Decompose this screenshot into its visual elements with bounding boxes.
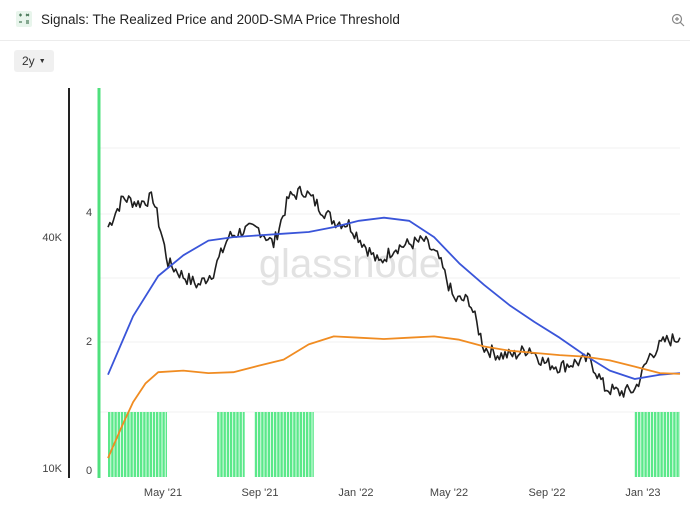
signal-bar-2-14 xyxy=(299,412,302,477)
signal-bar-0-2 xyxy=(114,412,117,477)
signal-bar-2-16 xyxy=(306,412,309,477)
signal-bar-0-16 xyxy=(159,412,162,477)
signals-grid-icon xyxy=(16,11,32,27)
signal-bar-3-6 xyxy=(654,412,657,477)
y-right-tick-label: 4 xyxy=(86,207,92,219)
signal-bar-3-12 xyxy=(673,412,676,477)
signal-bar-0-8 xyxy=(133,412,136,477)
signal-bar-1-6 xyxy=(236,412,239,477)
signal-bar-0-12 xyxy=(146,412,149,477)
signal-bar-3-5 xyxy=(650,412,654,477)
signal-bar-2-13 xyxy=(296,412,299,477)
signal-bar-2-10 xyxy=(286,412,290,477)
signal-bar-1-1 xyxy=(220,412,223,477)
chevron-down-icon: ▼ xyxy=(38,58,46,65)
axes xyxy=(68,88,101,478)
signal-bar-0-1 xyxy=(111,412,114,477)
signal-bar-3-7 xyxy=(657,412,660,477)
series-line-realized-price xyxy=(107,335,681,459)
signal-bar-0-3 xyxy=(117,412,120,477)
series-lines xyxy=(107,185,681,459)
signal-bar-0-18 xyxy=(165,412,167,477)
header-divider xyxy=(0,40,690,41)
signal-bars xyxy=(108,412,680,477)
signal-bar-3-13 xyxy=(676,412,679,477)
signal-bar-1-2 xyxy=(223,412,226,477)
chart-header: Signals: The Realized Price and 200D-SMA… xyxy=(0,0,690,40)
signal-bar-2-18 xyxy=(312,412,314,477)
signal-bar-0-4 xyxy=(120,412,124,477)
time-range-dropdown[interactable]: 2y ▼ xyxy=(14,50,54,72)
signal-bar-0-11 xyxy=(143,412,146,477)
signal-bar-3-1 xyxy=(638,412,641,477)
signal-bar-2-6 xyxy=(274,412,277,477)
signal-bar-3-8 xyxy=(660,412,663,477)
x-tick-label: Jan '23 xyxy=(625,487,660,499)
page-title: Signals: The Realized Price and 200D-SMA… xyxy=(41,12,400,27)
x-tick-label: Sep '21 xyxy=(242,487,279,499)
signal-bar-3-9 xyxy=(663,412,666,477)
signal-bar-3-3 xyxy=(644,412,647,477)
y-left-tick-label: 10K xyxy=(42,463,62,475)
signal-bar-3-2 xyxy=(641,412,644,477)
signal-bar-0-9 xyxy=(136,412,140,477)
signal-bar-2-15 xyxy=(302,412,306,477)
signal-bar-0-15 xyxy=(156,412,159,477)
signal-bar-0-7 xyxy=(130,412,133,477)
x-tick-label: May '21 xyxy=(144,487,182,499)
signal-bar-2-17 xyxy=(309,412,312,477)
x-tick-label: May '22 xyxy=(430,487,468,499)
signal-bar-2-11 xyxy=(290,412,293,477)
signal-bar-2-4 xyxy=(267,412,270,477)
signal-bar-2-7 xyxy=(277,412,280,477)
y-right-tick-label: 0 xyxy=(86,465,92,477)
signal-bar-3-0 xyxy=(634,412,638,477)
signal-bar-0-10 xyxy=(140,412,143,477)
tick-labels: 10K 40K 0 2 4 May '21 Sep '21 Jan '22 May '22 Sep… xyxy=(42,207,660,499)
signal-bar-1-4 xyxy=(229,412,233,477)
y-right-tick-label: 2 xyxy=(86,336,92,348)
signal-bar-2-0 xyxy=(254,412,258,477)
signal-bar-1-7 xyxy=(239,412,242,477)
signal-bar-2-9 xyxy=(283,412,286,477)
signal-bar-0-13 xyxy=(149,412,152,477)
signal-bar-0-6 xyxy=(127,412,130,477)
signal-bar-2-2 xyxy=(261,412,264,477)
signal-bar-2-3 xyxy=(264,412,267,477)
signal-bar-1-5 xyxy=(233,412,236,477)
signal-bar-1-8 xyxy=(242,412,245,477)
signal-bar-2-5 xyxy=(270,412,274,477)
signal-bar-3-10 xyxy=(666,412,670,477)
x-tick-label: Sep '22 xyxy=(529,487,566,499)
y-left-tick-label: 40K xyxy=(42,232,62,244)
signal-bar-2-1 xyxy=(258,412,261,477)
signal-bar-1-0 xyxy=(217,412,220,477)
signal-bar-3-11 xyxy=(670,412,673,477)
time-range-label: 2y xyxy=(22,54,35,68)
signal-bar-1-3 xyxy=(226,412,230,477)
signal-bar-0-14 xyxy=(152,412,156,477)
signal-bar-0-5 xyxy=(124,412,127,477)
watermark: glassnode xyxy=(259,242,441,286)
signal-bar-2-8 xyxy=(280,412,283,477)
signal-bar-0-17 xyxy=(162,412,165,477)
signal-bar-0-0 xyxy=(108,412,111,477)
signal-bar-3-4 xyxy=(647,412,650,477)
x-tick-label: Jan '22 xyxy=(338,487,373,499)
zoom-in-icon[interactable] xyxy=(671,13,685,27)
signal-bar-2-12 xyxy=(293,412,296,477)
grid-lines xyxy=(100,147,680,413)
